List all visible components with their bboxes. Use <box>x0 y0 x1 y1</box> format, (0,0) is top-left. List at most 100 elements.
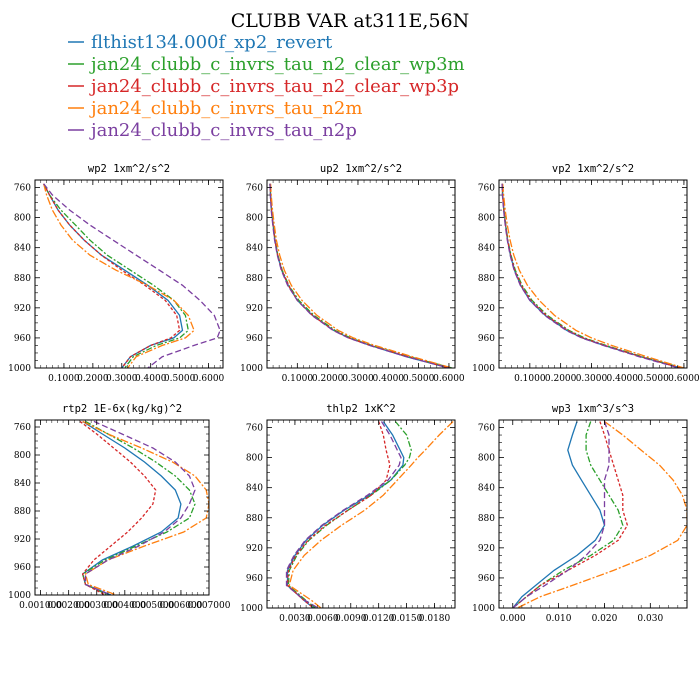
legend: flthist134.000f_xp2_revertjan24_clubb_c_… <box>68 32 465 141</box>
y-tick-label: 1000 <box>8 591 31 601</box>
panel: vp2 1xm^2/s^2 760 800 840 880 920 960 1000 0.100… <box>472 163 700 384</box>
y-tick-label: 800 <box>246 454 263 464</box>
y-tick-label: 1000 <box>240 364 263 374</box>
x-tick-label: 0.4000 <box>373 374 405 384</box>
x-tick-label: 0.0120 <box>363 614 395 624</box>
axes-frame <box>34 419 210 596</box>
y-tick-label: 840 <box>478 244 495 254</box>
legend-label: jan24_clubb_c_invrs_tau_n2_clear_wp3m <box>89 54 465 75</box>
panel: up2 1xm^2/s^2 760 800 840 880 920 960 1000 0.100… <box>240 163 465 384</box>
panel-title: rtp2 1E-6x(kg/kg)^2 <box>62 403 182 415</box>
axes-frame <box>498 419 688 609</box>
series-line <box>502 183 685 368</box>
panel-title: up2 1xm^2/s^2 <box>320 163 402 175</box>
y-tick-label: 920 <box>246 304 263 314</box>
x-tick-label: 0.3000 <box>342 374 374 384</box>
y-tick-label: 960 <box>478 574 495 584</box>
series-line <box>81 420 196 595</box>
x-tick-label: 0.005000 <box>131 601 174 611</box>
y-tick-label: 1000 <box>8 364 31 374</box>
x-tick-label: 0.001000 <box>19 601 62 611</box>
x-tick-label: 0.0060 <box>307 614 339 624</box>
x-tick-label: 0.5000 <box>164 374 196 384</box>
axes-frame <box>498 179 688 369</box>
x-tick-label: 0.5000 <box>637 374 669 384</box>
series-line <box>512 421 629 608</box>
series-line <box>43 183 190 368</box>
y-tick-label: 880 <box>478 274 495 284</box>
y-tick-label: 760 <box>246 424 263 434</box>
y-tick-label: 800 <box>14 214 31 224</box>
x-tick-label: 0.0030 <box>279 614 311 624</box>
x-tick-label: 0.2000 <box>545 374 577 384</box>
legend-item: jan24_clubb_c_invrs_tau_n2m <box>68 98 362 119</box>
panel: wp3 1xm^3/s^3 760 800 840 880 920 960 1000 0.000… <box>472 403 688 624</box>
series-line <box>286 421 405 608</box>
y-tick-label: 800 <box>14 451 31 461</box>
y-tick-label: 880 <box>14 274 31 284</box>
y-tick-label: 840 <box>478 484 495 494</box>
y-tick-label: 1000 <box>240 604 263 614</box>
x-tick-label: 0.002000 <box>47 601 90 611</box>
x-tick-label: 0.007000 <box>188 601 231 611</box>
y-tick-label: 960 <box>246 574 263 584</box>
x-tick-label: 0.1000 <box>48 374 80 384</box>
y-tick-label: 840 <box>246 244 263 254</box>
series-line <box>82 420 209 595</box>
legend-label: flthist134.000f_xp2_revert <box>91 32 333 53</box>
panel: rtp2 1E-6x(kg/kg)^2 760 800 840 880 920 960 100… <box>8 403 231 611</box>
y-tick-label: 880 <box>14 507 31 517</box>
x-tick-label: 0.0180 <box>419 614 451 624</box>
y-tick-label: 1000 <box>472 364 495 374</box>
x-tick-label: 0.4000 <box>135 374 167 384</box>
panel-title: vp2 1xm^2/s^2 <box>552 163 634 175</box>
y-tick-label: 960 <box>246 334 263 344</box>
series-line <box>501 183 680 368</box>
series-line <box>501 183 681 368</box>
panel-title: wp3 1xm^3/s^3 <box>552 403 634 415</box>
series-line <box>43 183 181 368</box>
x-tick-label: 0.1000 <box>282 374 314 384</box>
y-tick-label: 960 <box>14 563 31 573</box>
y-tick-label: 1000 <box>472 604 495 614</box>
legend-item: jan24_clubb_c_invrs_tau_n2_clear_wp3m <box>68 54 465 75</box>
x-tick-label: 0.3000 <box>576 374 608 384</box>
y-tick-label: 920 <box>14 535 31 545</box>
panel: wp2 1xm^2/s^2 760 800 840 880 920 960 1000 0.100… <box>8 163 224 384</box>
x-tick-label: 0.6000 <box>433 374 465 384</box>
legend-item: flthist134.000f_xp2_revert <box>68 32 333 53</box>
panels: wp2 1xm^2/s^2 760 800 840 880 920 960 1000 0.100… <box>8 163 700 624</box>
legend-label: jan24_clubb_c_invrs_tau_n2p <box>89 120 357 141</box>
x-tick-label: 0.030 <box>637 614 663 624</box>
series-line <box>43 183 195 368</box>
axes-frame <box>266 179 456 369</box>
series-line <box>285 421 402 608</box>
series-line <box>287 421 412 608</box>
series-line <box>81 420 182 595</box>
x-tick-label: 0.5000 <box>403 374 435 384</box>
y-tick-label: 920 <box>246 544 263 554</box>
y-tick-label: 920 <box>478 304 495 314</box>
y-tick-label: 760 <box>478 424 495 434</box>
panel-title: thlp2 1xK^2 <box>326 403 396 415</box>
y-tick-label: 800 <box>478 214 495 224</box>
axes-frame <box>266 419 456 609</box>
y-tick-label: 880 <box>246 514 263 524</box>
series-line <box>286 421 391 608</box>
x-tick-label: 0.000 <box>500 614 526 624</box>
x-tick-label: 0.006000 <box>159 601 202 611</box>
y-tick-label: 840 <box>246 484 263 494</box>
x-tick-label: 0.6000 <box>193 374 225 384</box>
series-line <box>269 183 453 368</box>
legend-label: jan24_clubb_c_invrs_tau_n2m <box>89 98 362 119</box>
x-tick-label: 0.1000 <box>514 374 546 384</box>
y-tick-label: 800 <box>478 454 495 464</box>
axes-frame <box>34 179 224 369</box>
x-tick-label: 0.020 <box>592 614 618 624</box>
y-tick-label: 920 <box>14 304 31 314</box>
x-tick-label: 0.4000 <box>607 374 639 384</box>
x-tick-label: 0.2000 <box>312 374 344 384</box>
x-tick-label: 0.2000 <box>77 374 109 384</box>
series-line <box>269 183 450 368</box>
